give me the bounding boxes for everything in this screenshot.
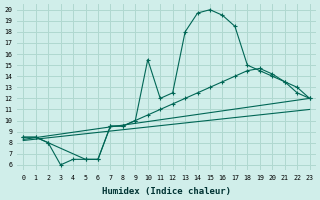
X-axis label: Humidex (Indice chaleur): Humidex (Indice chaleur) [102, 187, 231, 196]
